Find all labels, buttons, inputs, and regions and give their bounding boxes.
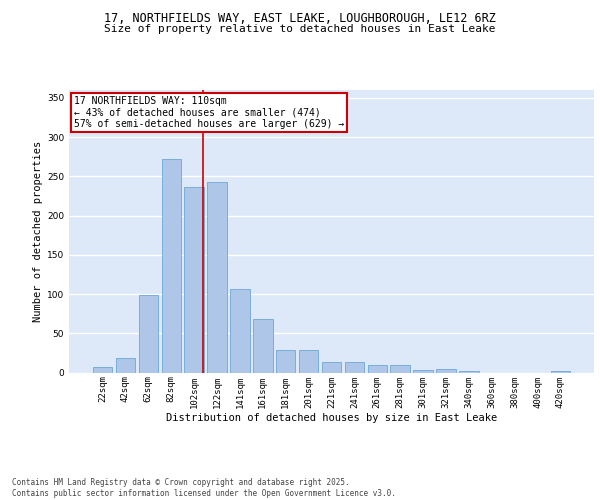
Bar (299, 350, 319, 372)
Bar (253, 319, 272, 372)
Bar (551, 371, 570, 372)
Bar (436, 370, 455, 372)
Bar (161, 159, 181, 372)
Bar (230, 290, 250, 372)
Bar (459, 371, 479, 372)
Bar (391, 364, 410, 372)
Text: 17 NORTHFIELDS WAY: 110sqm
← 43% of detached houses are smaller (474)
57% of sem: 17 NORTHFIELDS WAY: 110sqm ← 43% of deta… (74, 96, 344, 129)
Bar (322, 362, 341, 372)
Text: 17, NORTHFIELDS WAY, EAST LEAKE, LOUGHBOROUGH, LE12 6RZ: 17, NORTHFIELDS WAY, EAST LEAKE, LOUGHBO… (104, 12, 496, 26)
Bar (184, 188, 204, 372)
Y-axis label: Number of detached properties: Number of detached properties (33, 140, 43, 322)
Text: Contains HM Land Registry data © Crown copyright and database right 2025.
Contai: Contains HM Land Registry data © Crown c… (12, 478, 396, 498)
Bar (93, 367, 112, 372)
Bar (276, 350, 295, 372)
Bar (413, 370, 433, 372)
Bar (116, 358, 135, 372)
X-axis label: Distribution of detached houses by size in East Leake: Distribution of detached houses by size … (166, 413, 497, 423)
Bar (208, 182, 227, 372)
Bar (344, 362, 364, 372)
Bar (368, 366, 387, 372)
Bar (139, 295, 158, 372)
Text: Size of property relative to detached houses in East Leake: Size of property relative to detached ho… (104, 24, 496, 34)
